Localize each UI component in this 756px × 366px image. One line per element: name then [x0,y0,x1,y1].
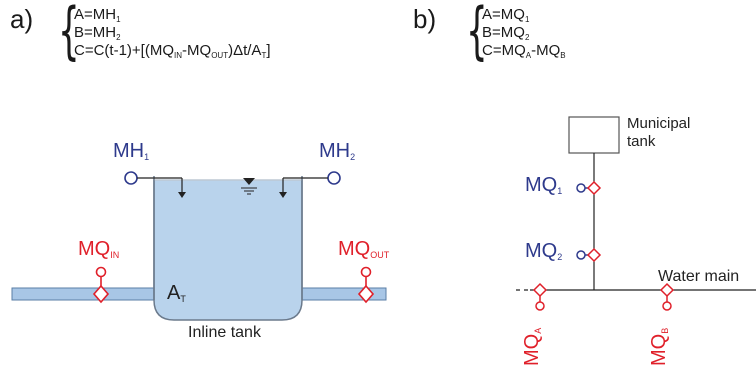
mq1-label: MQ1 [525,174,563,196]
mq2-meter [576,247,602,263]
equation-brace-a: { [58,0,80,67]
tank-area-label: AT [167,282,186,304]
equation-b-line3: C=MQA-MQB [482,42,566,60]
panel-a-label: a) [10,4,34,34]
equation-a-line3: C=C(t-1)+[(MQIN-MQOUT)Δt/AT] [74,42,271,60]
mq-in-meter [92,266,110,304]
equation-brace-b: { [466,0,488,67]
mqb-meter [659,282,675,311]
water-level-symbol [241,178,257,195]
mh2-label: MH2 [319,140,356,162]
panel-b-label: b) [413,4,437,34]
mq-out-meter [357,266,375,304]
mqa-meter [532,282,548,311]
mq-in-label: MQIN [78,238,120,260]
inline-tank-label: Inline tank [188,324,261,341]
mqa-label: MQA [521,327,543,366]
mq2-label: MQ2 [525,240,563,262]
mh2-sensor [279,171,341,198]
equation-b-line2: B=MQ2 [482,24,530,42]
mh1-label: MH1 [113,140,150,162]
municipal-tank-label: Municipal tank [627,115,691,150]
equation-a-line1: A=MH1 [74,6,121,24]
mq-out-label: MQOUT [338,238,390,260]
mq1-meter [576,180,602,196]
mh1-sensor [124,171,186,198]
equation-b-line1: A=MQ1 [482,6,530,24]
municipal-tank [568,116,620,154]
mqb-label: MQB [648,327,670,366]
equation-a-line2: B=MH2 [74,24,121,42]
water-main-label: Water main [658,268,740,285]
inline-tank [153,179,303,321]
